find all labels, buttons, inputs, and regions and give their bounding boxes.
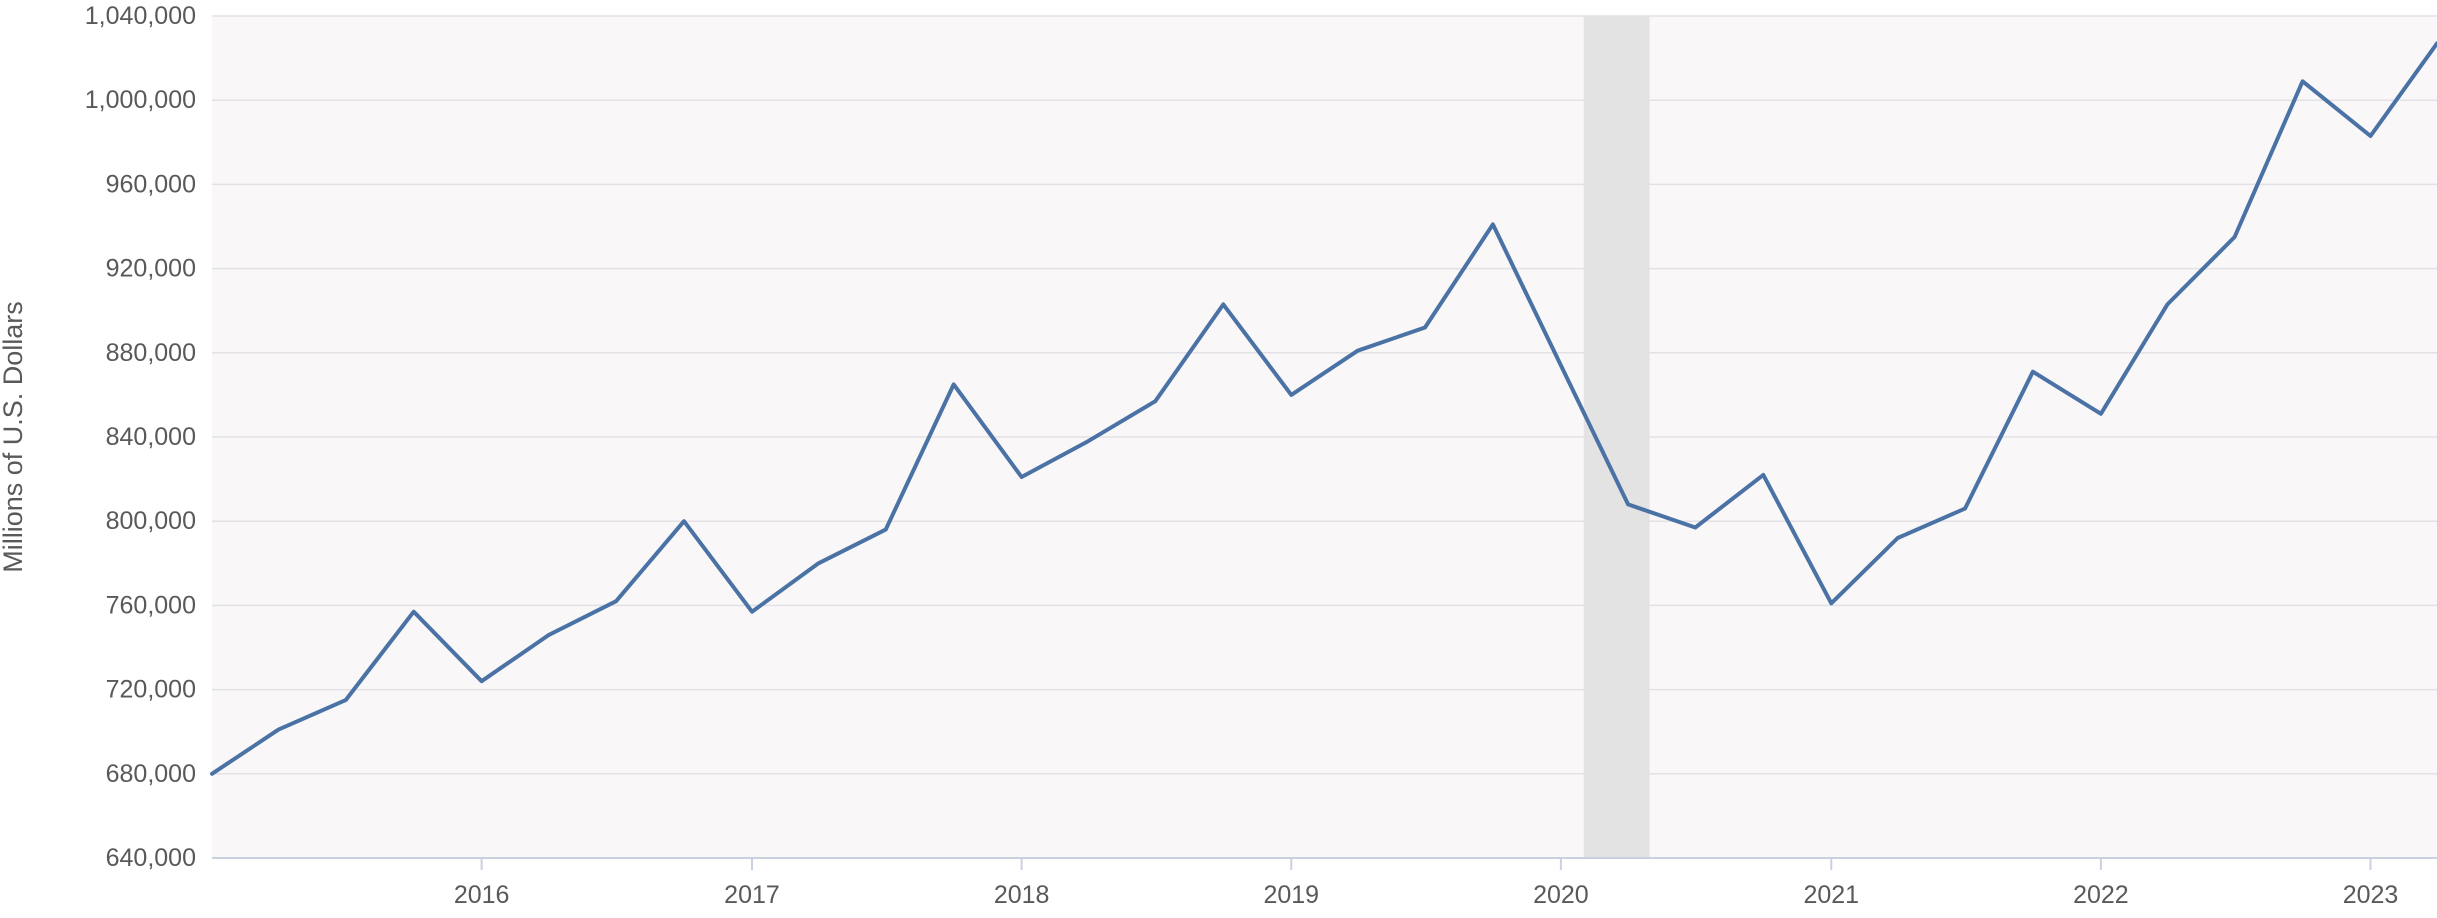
gridlines bbox=[212, 15, 2437, 775]
x-tick-label-1: 2017 bbox=[724, 881, 780, 909]
y-tick-label-0: 640,000 bbox=[106, 844, 196, 872]
y-tick-label-10: 1,040,000 bbox=[85, 2, 196, 30]
x-axis-ticks: 2016 2017 2018 2019 2020 2021 2022 2023 bbox=[454, 858, 2399, 909]
y-tick-label-3: 760,000 bbox=[106, 591, 196, 619]
y-tick-label-8: 960,000 bbox=[106, 170, 196, 198]
x-tick-label-0: 2016 bbox=[454, 881, 510, 909]
y-tick-label-4: 800,000 bbox=[106, 507, 196, 535]
y-tick-label-9: 1,000,000 bbox=[85, 86, 196, 114]
y-tick-label-7: 920,000 bbox=[106, 255, 196, 283]
y-axis-title: Millions of U.S. Dollars bbox=[0, 301, 28, 573]
y-tick-label-5: 840,000 bbox=[106, 423, 196, 451]
x-tick-label-4: 2020 bbox=[1533, 881, 1589, 909]
x-tick-label-3: 2019 bbox=[1263, 881, 1319, 909]
y-tick-label-1: 680,000 bbox=[106, 760, 196, 788]
x-tick-label-6: 2022 bbox=[2073, 881, 2129, 909]
series-layer bbox=[210, 41, 2437, 776]
y-tick-label-6: 880,000 bbox=[106, 339, 196, 367]
y-tick-label-2: 720,000 bbox=[106, 676, 196, 704]
x-tick-label-5: 2021 bbox=[1803, 881, 1859, 909]
series-line-0 bbox=[210, 41, 2437, 776]
x-tick-label-2: 2018 bbox=[994, 881, 1050, 909]
x-tick-label-7: 2023 bbox=[2343, 881, 2399, 909]
y-axis-tick-labels: 640,000 680,000 720,000 760,000 800,000 840,0… bbox=[85, 2, 196, 872]
